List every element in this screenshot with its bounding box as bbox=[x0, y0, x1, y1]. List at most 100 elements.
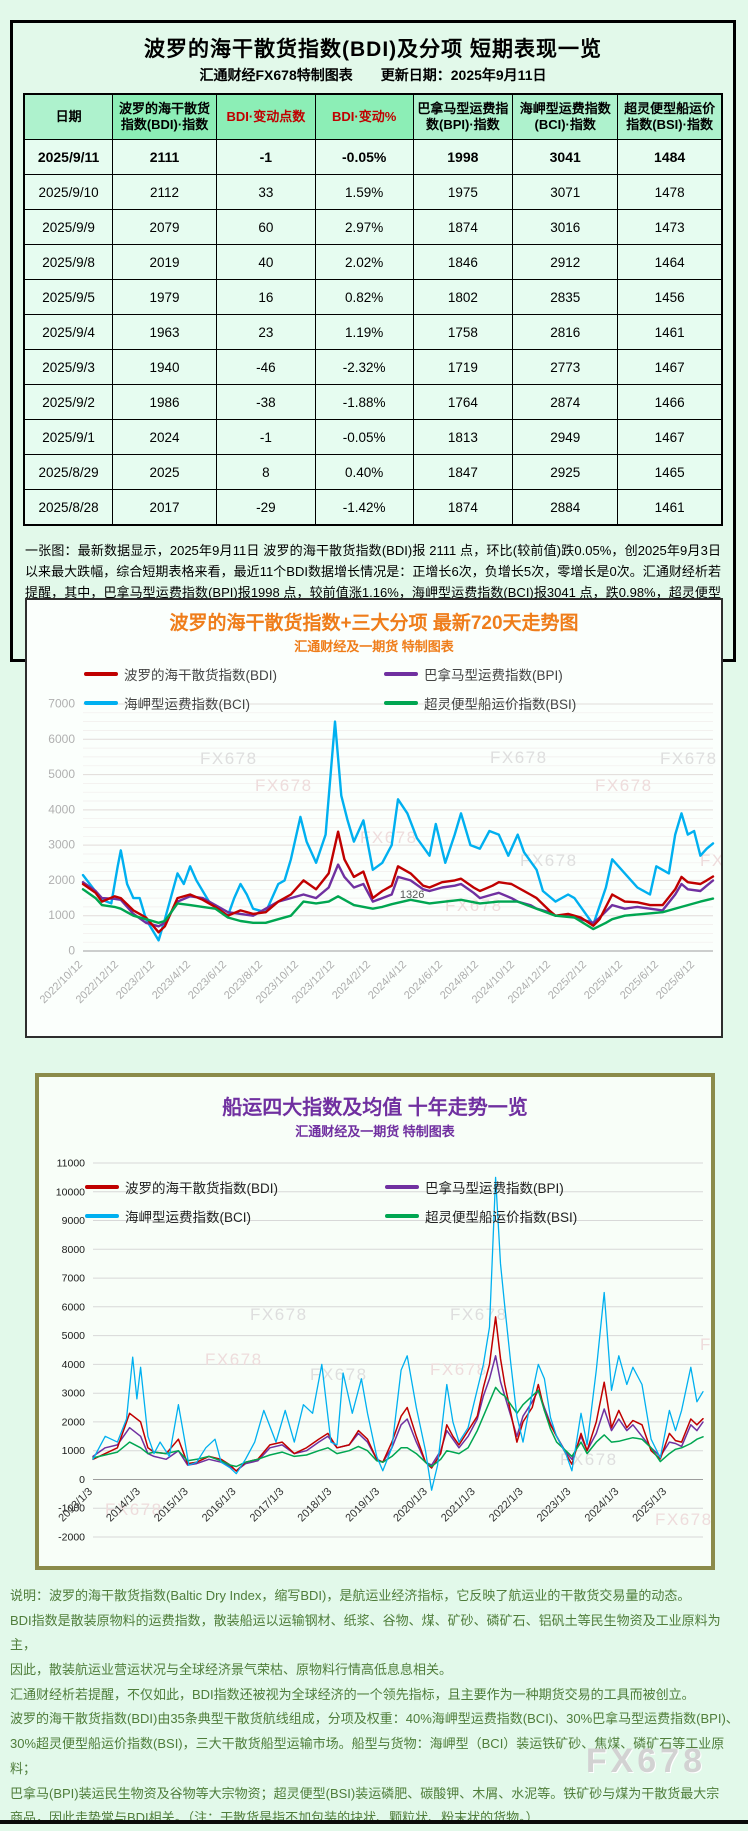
column-header: 日期 bbox=[23, 93, 114, 140]
table-row: 2025/9/3 1940 -46 -2.32% 1719 2773 1467 bbox=[23, 349, 723, 385]
y-axis-label: 5000 bbox=[48, 767, 75, 781]
x-axis-label: 2023/6/12 bbox=[186, 959, 229, 1002]
table-cell: 1802 bbox=[412, 279, 514, 315]
table-cell: 2025/9/4 bbox=[23, 314, 114, 350]
table-cell: 3041 bbox=[512, 139, 619, 175]
x-axis-label: 2023/1/3 bbox=[535, 1486, 574, 1525]
y-axis-label: 0 bbox=[79, 1474, 85, 1486]
y-axis-label: 1000 bbox=[48, 908, 75, 922]
table-cell: 0.82% bbox=[314, 279, 414, 315]
y-axis-label: 4000 bbox=[62, 1359, 86, 1371]
table-cell: 2025/9/8 bbox=[23, 244, 114, 280]
fx678-watermark: FX678 bbox=[250, 1305, 308, 1324]
chart720-plot: 0 1000 2000 3000 4000 5000 6000 7000 FX678 FX678 F… bbox=[38, 697, 721, 1007]
bdi-data-table: 日期 波罗的海干散货指数(BDI)·指数 BDI·变动点数 BDI·变动% 巴拿马型运费… bbox=[23, 93, 723, 526]
explanation-line: 30%超灵便型船运价指数(BSI)，三大干散货船型运输市场。船型与货物：海岬型（… bbox=[10, 1736, 725, 1776]
table-cell: 40 bbox=[215, 244, 316, 280]
fx678-watermark: FX678 bbox=[490, 748, 548, 767]
y-axis-label: -2000 bbox=[58, 1532, 85, 1544]
chart720-legend: 波罗的海干散货指数(BDI) 巴拿马型运费指数(BPI) 海岬型运费指数(BCI) 超… bbox=[84, 664, 664, 713]
explanation-line: 波罗的海干散货指数(BDI)由35条典型干散货航线组成，分项及权重：40%海岬型… bbox=[10, 1711, 739, 1727]
y-axis-label: -1000 bbox=[58, 1503, 85, 1515]
fx678-watermark: FX678 bbox=[595, 776, 653, 795]
legend-item: 海岬型运费指数(BCI) bbox=[84, 693, 384, 713]
card-subtitle: 汇通财经FX678特制图表 更新日期：2025年9月11日 bbox=[199, 67, 547, 83]
table-row: 2025/9/4 1963 23 1.19% 1758 2816 1461 bbox=[23, 314, 723, 350]
y-axis-label: 6000 bbox=[62, 1301, 86, 1313]
series-line bbox=[81, 720, 715, 942]
table-cell: 2773 bbox=[512, 349, 619, 385]
legend-item: 海岬型运费指数(BCI) bbox=[85, 1206, 385, 1226]
table-cell: 1719 bbox=[412, 349, 514, 385]
table-row: 2025/9/2 1986 -38 -1.88% 1764 2874 1466 bbox=[23, 384, 723, 420]
fx678-watermark: FX678 bbox=[700, 1335, 711, 1354]
table-cell: 1874 bbox=[412, 489, 514, 526]
table-cell: 1.59% bbox=[314, 174, 414, 210]
explanation-line: 巴拿马(BPI)装运民生物资及谷物等大宗物资；超灵便型(BSI)装运磷肥、碳酸钾… bbox=[10, 1785, 720, 1801]
x-axis-label: 2021/1/3 bbox=[439, 1486, 478, 1525]
table-cell: -29 bbox=[215, 489, 316, 526]
y-axis-label: 8000 bbox=[62, 1244, 86, 1256]
table-cell: 1466 bbox=[617, 384, 723, 420]
table-cell: 1986 bbox=[112, 384, 217, 420]
x-axis-label: 2024/6/12 bbox=[402, 959, 445, 1002]
table-cell: 1456 bbox=[617, 279, 723, 315]
table-cell: -0.05% bbox=[314, 139, 414, 175]
fx678-watermark: FX678 bbox=[430, 1360, 488, 1379]
fx678-watermark: FX678 bbox=[445, 896, 503, 915]
table-cell: 2.02% bbox=[314, 244, 414, 280]
table-cell: 2025/8/29 bbox=[23, 454, 114, 490]
y-axis-label: 5000 bbox=[62, 1330, 86, 1342]
fx678-watermark: FX678 bbox=[655, 1510, 711, 1529]
table-cell: 2024 bbox=[112, 419, 217, 455]
table-cell: 1478 bbox=[617, 174, 723, 210]
explanation-line: BDI指数是散装原物料的运费指数，散装船运以运输钢材、纸浆、谷物、煤、矿砂、磷矿… bbox=[10, 1612, 721, 1653]
legend-item: 巴拿马型运费指数(BPI) bbox=[385, 1177, 665, 1197]
table-cell: 2949 bbox=[512, 419, 619, 455]
x-axis-label: 2025/4/12 bbox=[582, 959, 625, 1002]
legend-label: 海岬型运费指数(BCI) bbox=[125, 1210, 251, 1225]
table-cell: 1975 bbox=[412, 174, 514, 210]
x-axis-label: 2024/2/12 bbox=[330, 959, 373, 1002]
x-axis-label: 2025/6/12 bbox=[618, 959, 661, 1002]
table-cell: 1.19% bbox=[314, 314, 414, 350]
legend-label: 波罗的海干散货指数(BDI) bbox=[125, 1181, 278, 1196]
table-row: 2025/8/29 2025 8 0.40% 1847 2925 1465 bbox=[23, 454, 723, 490]
fx678-watermark: FX678 bbox=[360, 828, 418, 847]
ten-year-chart-panel: 船运四大指数及均值 十年走势一览 汇通财经及一期货 特制图表 波罗的海干散货指数… bbox=[35, 1073, 715, 1570]
legend-label: 超灵便型船运价指数(BSI) bbox=[425, 1210, 578, 1225]
legend-line-swatch bbox=[384, 701, 418, 705]
y-axis-label: 7000 bbox=[48, 697, 75, 711]
table-cell: 2112 bbox=[112, 174, 217, 210]
series-line bbox=[81, 888, 715, 931]
legend-item: 巴拿马型运费指数(BPI) bbox=[384, 664, 664, 684]
table-cell: 16 bbox=[215, 279, 316, 315]
table-cell: 2912 bbox=[512, 244, 619, 280]
table-cell: 1461 bbox=[617, 489, 723, 526]
table-cell: 1813 bbox=[412, 419, 514, 455]
table-cell: 2025/9/10 bbox=[23, 174, 114, 210]
table-cell: 2025/9/5 bbox=[23, 279, 114, 315]
table-cell: 2017 bbox=[112, 489, 217, 526]
card-title: 波罗的海干散货指数(BDI)及分项 短期表现一览 bbox=[144, 38, 602, 61]
legend-item: 波罗的海干散货指数(BDI) bbox=[85, 1177, 385, 1197]
y-axis-label: 1000 bbox=[62, 1445, 86, 1457]
table-cell: 1998 bbox=[412, 139, 514, 175]
table-cell: 2019 bbox=[112, 244, 217, 280]
chart720-subtitle: 汇通财经及一期货 特制图表 bbox=[294, 639, 454, 654]
legend-item: 超灵便型船运价指数(BSI) bbox=[385, 1206, 665, 1226]
legend-label: 超灵便型船运价指数(BSI) bbox=[424, 697, 577, 712]
table-cell: 2835 bbox=[512, 279, 619, 315]
table-cell: 1940 bbox=[112, 349, 217, 385]
table-row: 2025/9/9 2079 60 2.97% 1874 3016 1473 bbox=[23, 209, 723, 245]
y-axis-label: 2000 bbox=[62, 1416, 86, 1428]
x-axis-label: 2024/1/3 bbox=[583, 1486, 622, 1525]
series-line bbox=[92, 1316, 704, 1472]
table-cell: -1.88% bbox=[314, 384, 414, 420]
x-axis-label: 2022/1/3 bbox=[487, 1486, 526, 1525]
table-cell: 2025 bbox=[112, 454, 217, 490]
data-label: 1326 bbox=[400, 889, 424, 901]
legend-line-swatch bbox=[85, 1185, 119, 1189]
column-header: 海岬型运费指数(BCI)·指数 bbox=[512, 93, 619, 140]
